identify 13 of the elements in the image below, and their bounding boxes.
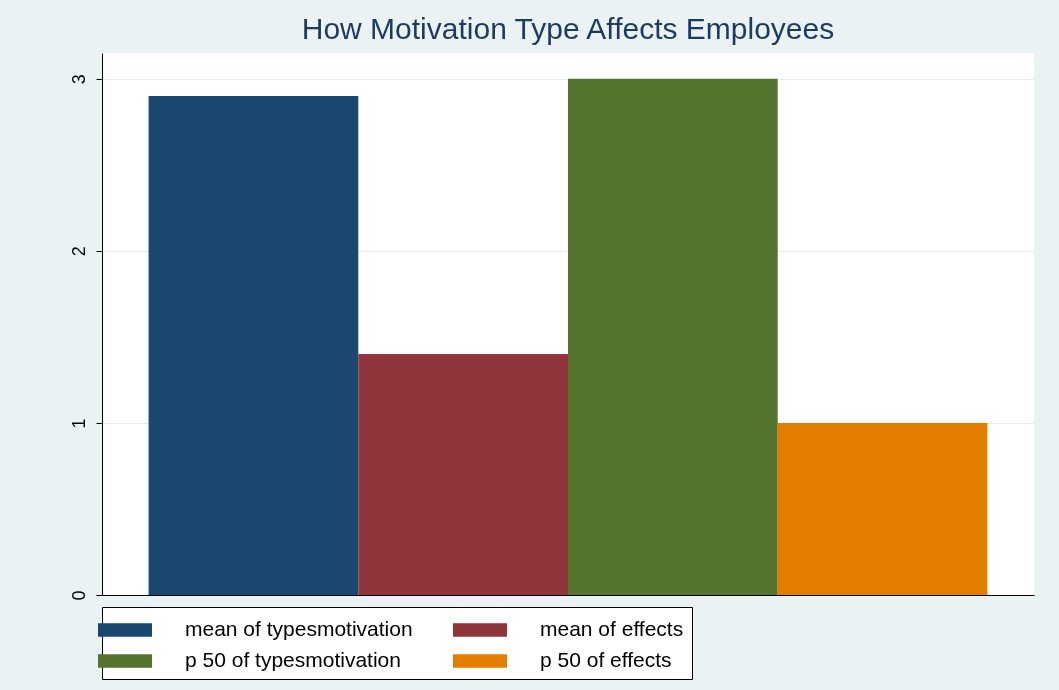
legend-label: mean of typesmotivation: [185, 617, 413, 640]
bar: [148, 96, 359, 595]
y-tick-label: 3: [68, 74, 89, 85]
y-tick-label: 1: [68, 418, 89, 429]
legend-label: p 50 of effects: [540, 648, 672, 671]
y-tick-label: 2: [68, 246, 89, 257]
y-tick-label: 0: [68, 590, 89, 601]
chart-title: How Motivation Type Affects Employees: [301, 12, 835, 45]
bar: [568, 78, 778, 595]
legend-label: p 50 of typesmotivation: [185, 648, 401, 671]
bar: [358, 354, 568, 595]
bar: [777, 422, 988, 595]
legend-label: mean of effects: [540, 617, 684, 640]
